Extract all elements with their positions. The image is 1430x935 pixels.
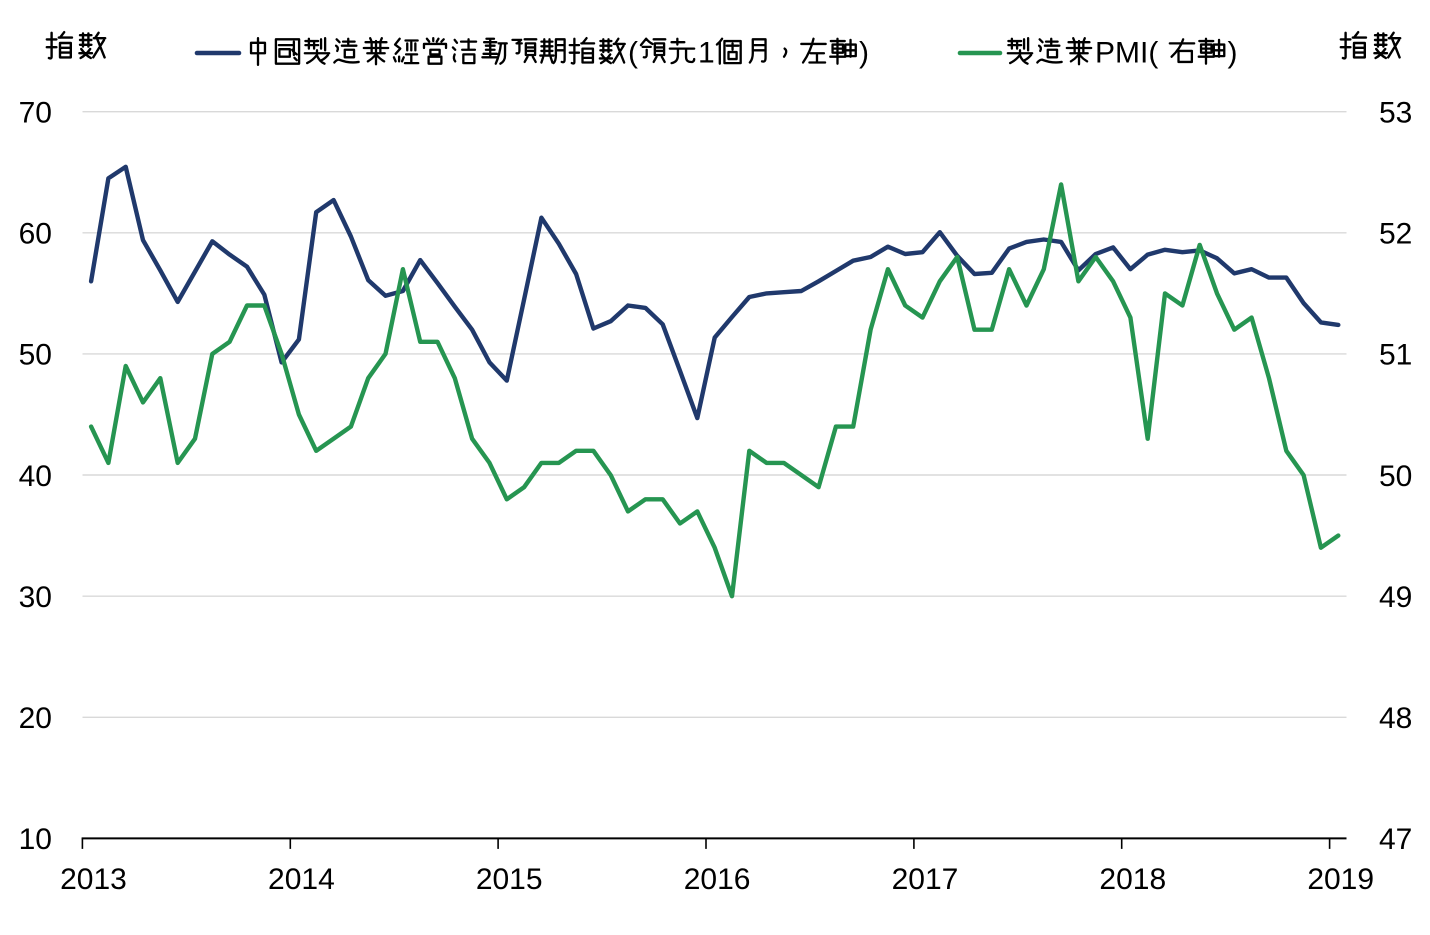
svg-text:47: 47 — [1379, 823, 1412, 856]
svg-text:51: 51 — [1379, 339, 1412, 372]
svg-text:): ) — [1228, 37, 1238, 70]
svg-text:20: 20 — [19, 702, 52, 735]
svg-text:53: 53 — [1379, 97, 1412, 130]
svg-text:2019: 2019 — [1307, 863, 1374, 896]
svg-text:PMI(: PMI( — [1095, 37, 1158, 70]
svg-text:2015: 2015 — [476, 863, 543, 896]
svg-text:50: 50 — [19, 339, 52, 372]
svg-text:10: 10 — [19, 823, 52, 856]
svg-text:70: 70 — [19, 97, 52, 130]
svg-text:48: 48 — [1379, 702, 1412, 735]
svg-text:2013: 2013 — [60, 863, 127, 896]
svg-text:2017: 2017 — [892, 863, 959, 896]
svg-text:60: 60 — [19, 218, 52, 251]
svg-text:2016: 2016 — [684, 863, 751, 896]
svg-text:50: 50 — [1379, 460, 1412, 493]
svg-text:30: 30 — [19, 581, 52, 614]
svg-text:(: ( — [628, 37, 638, 70]
svg-text:52: 52 — [1379, 218, 1412, 251]
svg-text:1: 1 — [698, 37, 715, 70]
svg-text:49: 49 — [1379, 581, 1412, 614]
svg-text:): ) — [859, 37, 869, 70]
svg-text:40: 40 — [19, 460, 52, 493]
svg-text:2014: 2014 — [268, 863, 335, 896]
svg-text:2018: 2018 — [1099, 863, 1166, 896]
